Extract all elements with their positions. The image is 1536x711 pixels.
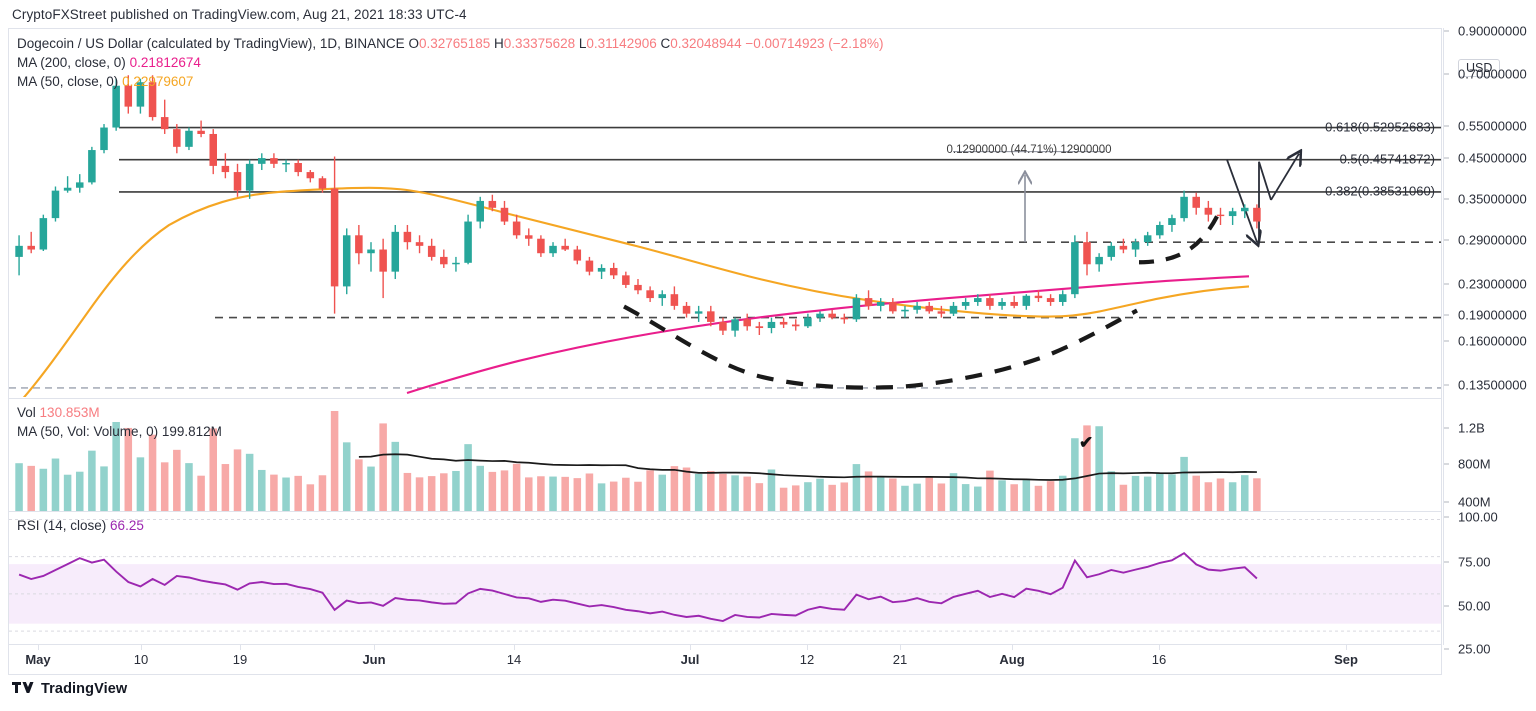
volume-tick-label: 800M — [1458, 456, 1491, 472]
rsi-tick-label: 50.00 — [1458, 598, 1491, 614]
volume-ma-line — [358, 453, 1257, 481]
measure-label: 0.12900000 (44.71%) 12900000 — [946, 144, 1112, 156]
price-tick-mark — [1444, 340, 1449, 342]
time-tick-mark — [1159, 645, 1160, 650]
volume-plot — [15, 410, 1261, 511]
rsi-tick-mark — [1444, 648, 1449, 650]
price-tick-label: 0.23000000 — [1458, 276, 1527, 292]
time-tick-mark — [38, 645, 39, 650]
price-pane[interactable]: Dogecoin / US Dollar (calculated by Trad… — [9, 29, 1441, 397]
rsi-tick-label: 25.00 — [1458, 641, 1491, 657]
fib-label-0618: 0.618(0.52952683) — [1325, 119, 1435, 135]
time-tick-label: 16 — [1151, 652, 1167, 667]
time-tick-mark — [141, 645, 142, 650]
volume-tick-label: 1.2B — [1458, 420, 1485, 436]
price-tick-label: 0.19000000 — [1458, 307, 1527, 323]
time-tick-mark — [900, 645, 901, 650]
rsi-tick-label: 100.00 — [1458, 509, 1498, 525]
time-tick-label: Sep — [1334, 652, 1358, 667]
rsi-line — [18, 552, 1258, 623]
time-tick-label: Aug — [999, 652, 1025, 667]
rsi-tick-mark — [1444, 605, 1449, 607]
time-tick-mark — [1012, 645, 1013, 650]
time-tick-label: 14 — [506, 652, 522, 667]
time-tick-mark — [807, 645, 808, 650]
volume-tick-mark — [1444, 501, 1449, 503]
volume-tick-mark — [1444, 427, 1449, 429]
checkmark-icon: ✔ — [1079, 433, 1094, 452]
resistance-lines — [119, 126, 1441, 193]
volume-tick-mark — [1444, 463, 1449, 465]
rsi-tick-mark — [1444, 561, 1449, 563]
fib-label-0382: 0.382(0.38531060) — [1325, 183, 1435, 199]
rsi-gridlines — [9, 518, 1441, 632]
footer: TradingView — [12, 681, 127, 697]
volume-tick-label: 400M — [1458, 494, 1491, 510]
rsi-pane[interactable]: RSI (14, close) 66.25 — [9, 511, 1441, 646]
time-tick-mark — [374, 645, 375, 650]
price-plot — [9, 75, 1441, 397]
projection-arrow — [1226, 154, 1299, 242]
fib-label-05: 0.5(0.45741872) — [1339, 151, 1435, 167]
rsi-plot — [9, 518, 1441, 632]
footer-brand: TradingView — [41, 681, 128, 697]
rsi-tick-label: 75.00 — [1458, 554, 1491, 570]
price-tick-mark — [1444, 125, 1449, 127]
volume-pane[interactable]: Vol 130.853M MA (50, Vol: Volume, 0) 199… — [9, 398, 1441, 511]
time-tick-label: 21 — [892, 652, 908, 667]
publication-header: CryptoFXStreet published on TradingView.… — [0, 0, 1536, 28]
price-tick-label: 0.16000000 — [1458, 333, 1527, 349]
price-tick-label: 0.70000000 — [1458, 66, 1527, 82]
price-tick-mark — [1444, 384, 1449, 386]
time-tick-mark — [690, 645, 691, 650]
ma50-line — [22, 186, 1250, 397]
price-tick-mark — [1444, 198, 1449, 200]
chart-frame: Dogecoin / US Dollar (calculated by Trad… — [8, 28, 1442, 645]
price-tick-label: 0.13500000 — [1458, 377, 1527, 393]
price-axis[interactable]: USD 0.90000000 0.70000000 0.55000000 0.4500… — [1443, 24, 1536, 657]
time-tick-label: Jul — [680, 652, 700, 667]
price-tick-mark — [1444, 30, 1449, 32]
price-tick-label: 0.29000000 — [1458, 232, 1527, 248]
time-tick-mark — [514, 645, 515, 650]
rsi-tick-mark — [1444, 516, 1449, 518]
price-tick-label: 0.45000000 — [1458, 150, 1527, 166]
price-tick-label: 0.55000000 — [1458, 118, 1527, 134]
time-tick-mark — [1346, 645, 1347, 650]
price-tick-mark — [1444, 283, 1449, 285]
currency-badge: USD — [1458, 59, 1501, 77]
handle-pattern-dashed — [1138, 207, 1223, 265]
volume-bars — [15, 410, 1261, 511]
time-axis[interactable]: May 10 19 Jun 14 Jul 12 21 Aug 16 Sep — [8, 645, 1442, 675]
time-tick-mark — [240, 645, 241, 650]
time-tick-label: 19 — [232, 652, 248, 667]
time-tick-label: May — [25, 652, 51, 667]
time-tick-label: 12 — [799, 652, 815, 667]
price-tick-mark — [1444, 157, 1449, 159]
publication-text: CryptoFXStreet published on TradingView.… — [12, 6, 467, 22]
tradingview-logo-icon — [12, 682, 34, 693]
ma200-line — [406, 275, 1250, 394]
price-tick-mark — [1444, 73, 1449, 75]
time-tick-label: Jun — [362, 652, 386, 667]
cup-pattern-dashed — [623, 304, 1138, 390]
candlestick-series — [15, 75, 1261, 337]
price-tick-label: 0.35000000 — [1458, 191, 1527, 207]
price-tick-mark — [1444, 239, 1449, 241]
price-tick-mark — [1444, 314, 1449, 316]
time-tick-label: 10 — [133, 652, 149, 667]
support-dashed-lines — [215, 241, 1441, 319]
price-tick-label: 0.90000000 — [1458, 23, 1527, 39]
